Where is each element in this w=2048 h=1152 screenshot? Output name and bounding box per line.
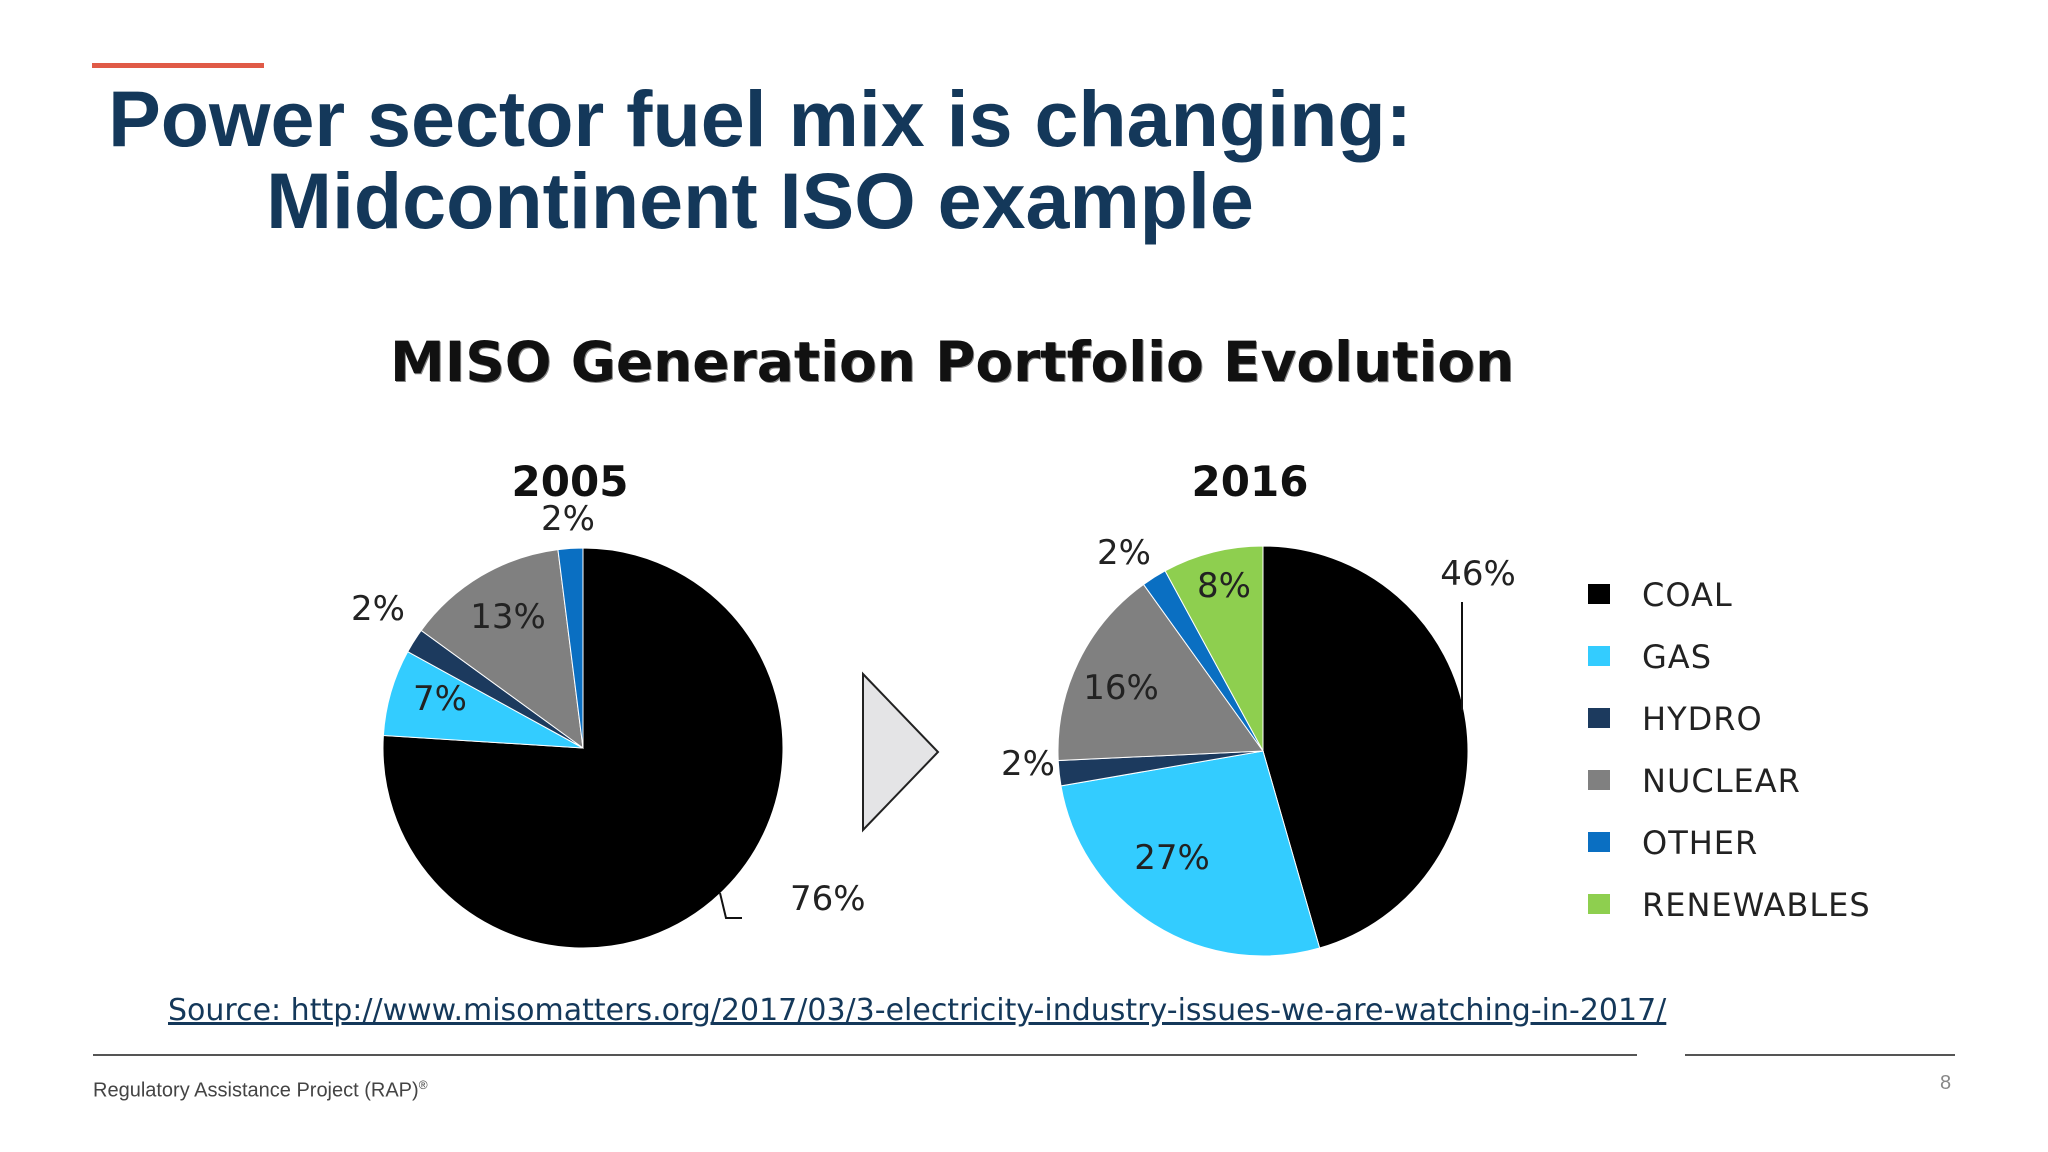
slice-label-2016-gas: 27% (1134, 838, 1210, 878)
slice-label-2005-coal: 76% (790, 879, 866, 919)
footer-organization: Regulatory Assistance Project (RAP)® (93, 1078, 428, 1103)
legend-swatch-nuclear (1588, 770, 1610, 790)
slice-label-2005-gas: 7% (413, 679, 467, 719)
pie-slice-2005-other (557, 547, 584, 749)
pie-slice-2005-nuclear (420, 549, 584, 750)
legend-swatch-gas (1588, 646, 1610, 666)
legend-label-nuclear: NUCLEAR (1642, 762, 1801, 800)
slice-label-2005-nuclear: 13% (470, 597, 546, 637)
slide-title: Power sector fuel mix is changing: Midco… (100, 78, 1420, 242)
slice-label-2016-hydro: 2% (1001, 744, 1055, 784)
slide-title-line-2: Midcontinent ISO example (266, 156, 1254, 245)
source-link[interactable]: Source: http://www.misomatters.org/2017/… (168, 993, 1667, 1028)
legend-label-gas: GAS (1642, 638, 1712, 676)
accent-line (92, 63, 264, 68)
pie-slice-2016-gas (1060, 750, 1321, 957)
pie-slice-2016-nuclear (1057, 583, 1264, 762)
registered-mark: ® (418, 1078, 428, 1092)
pie-slice-2016-coal (1262, 545, 1469, 949)
legend-swatch-other (1588, 832, 1610, 852)
legend-swatch-hydro (1588, 708, 1610, 728)
footer-rule-right (1685, 1054, 1955, 1056)
pie-2016: 2016 46% 27% 2% 16% 2% 8% (1001, 457, 1516, 957)
legend: COAL GAS HYDRO NUCLEAR OTHER RENEWABLES (1588, 576, 1871, 924)
chart-title: MISO Generation Portfolio Evolution (390, 330, 1515, 394)
slide-title-line-1: Power sector fuel mix is changing: (108, 74, 1412, 163)
pie-slice-2016-renewables (1164, 545, 1264, 752)
slice-label-2016-nuclear: 16% (1083, 668, 1159, 708)
pie-year-label-2005: 2005 (512, 457, 629, 506)
slice-label-2005-hydro: 2% (351, 589, 405, 629)
pies-layer: 2005 76% 7% 2% 13% 2% 2016 46% 27% 2% 16% 2% 8% (351, 457, 1516, 957)
slice-label-2016-coal: 46% (1440, 554, 1516, 594)
legend-swatch-coal (1588, 584, 1610, 604)
slice-label-2016-other: 2% (1097, 533, 1151, 573)
legend-label-coal: COAL (1642, 576, 1733, 614)
legend-label-hydro: HYDRO (1642, 700, 1763, 738)
legend-label-renewables: RENEWABLES (1642, 886, 1871, 924)
arrow-shape (862, 671, 940, 833)
footer-text: Regulatory Assistance Project (RAP) (93, 1079, 419, 1102)
slice-label-2016-renewables: 8% (1197, 566, 1251, 606)
leader-line-2005-0 (719, 892, 742, 919)
slice-label-2005-other: 2% (541, 499, 595, 539)
pie-year-label-2016: 2016 (1192, 457, 1309, 506)
pie-2005: 2005 76% 7% 2% 13% 2% (351, 457, 866, 949)
legend-swatch-renewables (1588, 894, 1610, 914)
footer-rule-left (93, 1054, 1637, 1056)
legend-label-other: OTHER (1642, 824, 1758, 862)
page-number: 8 (1940, 1072, 1952, 1094)
